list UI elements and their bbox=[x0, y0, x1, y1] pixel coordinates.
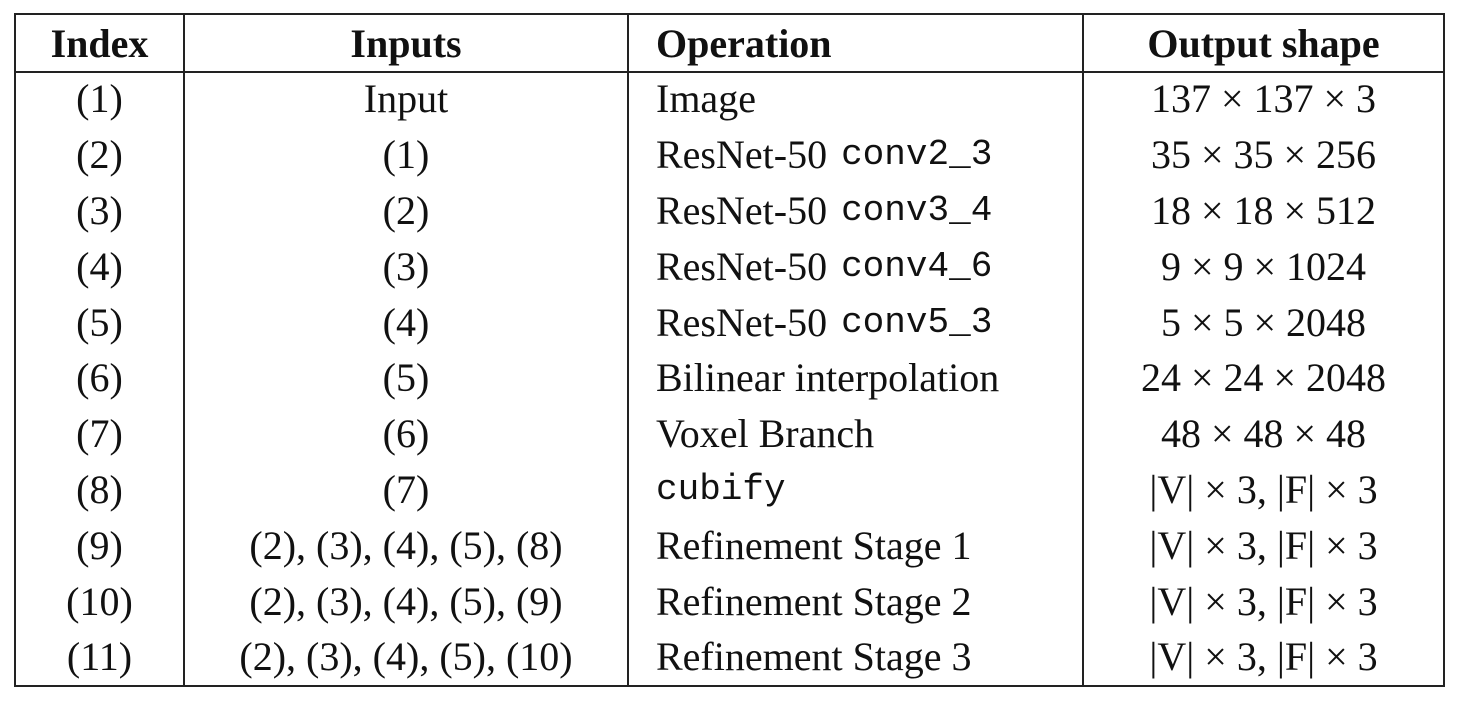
table-row: (7) (6) Voxel Branch 48 × 48 × 48 bbox=[16, 405, 1443, 462]
operation-label: ResNet-50 bbox=[656, 299, 828, 345]
table-row: (5) (4) ResNet-50 conv5_3 5 × 5 × 2048 bbox=[16, 294, 1443, 350]
cell-operation: Bilinear interpolation bbox=[629, 350, 1084, 406]
cell-index: (3) bbox=[16, 182, 185, 239]
operation-label: ResNet-50 bbox=[656, 243, 828, 289]
operation-code: conv2_3 bbox=[841, 134, 993, 176]
cell-index: (6) bbox=[16, 350, 185, 406]
cell-output-shape: |V| × 3, |F| × 3 bbox=[1149, 634, 1378, 680]
header-operation: Operation bbox=[629, 15, 1084, 71]
cell-output-shape: |V| × 3, |F| × 3 bbox=[1149, 578, 1378, 624]
operation-label: Refinement Stage 3 bbox=[656, 634, 972, 680]
cell-inputs: (7) bbox=[185, 461, 629, 518]
table-row: (11) (2), (3), (4), (5), (10) Refinement S… bbox=[16, 629, 1443, 685]
cell-operation: ResNet-50 conv2_3 bbox=[629, 126, 1084, 183]
header-inputs: Inputs bbox=[185, 15, 629, 71]
cell-operation: Refinement Stage 3 bbox=[629, 629, 1084, 685]
cell-operation: Voxel Branch bbox=[629, 405, 1084, 462]
operation-label: Voxel Branch bbox=[656, 411, 875, 457]
table-row: (9) (2), (3), (4), (5), (8) Refinement Sta… bbox=[16, 517, 1443, 574]
operation-code: cubify bbox=[656, 468, 786, 510]
cell-operation: Refinement Stage 2 bbox=[629, 573, 1084, 629]
cell-inputs: (4) bbox=[185, 294, 629, 350]
table-row: (1) Input Image 137 × 137 × 3 bbox=[16, 71, 1443, 127]
cell-inputs: Input bbox=[185, 71, 629, 127]
cell-output-shape: 48 × 48 × 48 bbox=[1160, 411, 1367, 457]
cell-output-shape: 18 × 18 × 512 bbox=[1150, 187, 1377, 233]
cell-inputs: (2), (3), (4), (5), (9) bbox=[185, 573, 629, 629]
cell-inputs: (2) bbox=[185, 182, 629, 239]
cell-output-shape: 137 × 137 × 3 bbox=[1150, 76, 1377, 122]
operation-label: ResNet-50 bbox=[656, 187, 828, 233]
table-header-row: Index Inputs Operation Output shape bbox=[16, 15, 1443, 73]
operation-label: Refinement Stage 1 bbox=[656, 522, 972, 568]
cell-output-shape: |V| × 3, |F| × 3 bbox=[1149, 522, 1378, 568]
table-row: (2) (1) ResNet-50 conv2_3 35 × 35 × 256 bbox=[16, 126, 1443, 183]
cell-operation: ResNet-50 conv3_4 bbox=[629, 182, 1084, 239]
cell-inputs: (1) bbox=[185, 126, 629, 183]
cell-operation: ResNet-50 conv5_3 bbox=[629, 294, 1084, 350]
cell-index: (2) bbox=[16, 126, 185, 183]
cell-operation: ResNet-50 conv4_6 bbox=[629, 238, 1084, 295]
table-row: (6) (5) Bilinear interpolation 24 × 24 × 20… bbox=[16, 350, 1443, 406]
table-row: (8) (7) cubify |V| × 3, |F| × 3 bbox=[16, 461, 1443, 518]
cell-index: (11) bbox=[16, 629, 185, 685]
header-index: Index bbox=[16, 15, 185, 71]
cell-index: (5) bbox=[16, 294, 185, 350]
cell-index: (10) bbox=[16, 573, 185, 629]
operation-label: Refinement Stage 2 bbox=[656, 578, 972, 624]
header-output-shape: Output shape bbox=[1147, 20, 1380, 66]
cell-inputs: (5) bbox=[185, 350, 629, 406]
table-row: (3) (2) ResNet-50 conv3_4 18 × 18 × 512 bbox=[16, 182, 1443, 239]
cell-output-shape: 35 × 35 × 256 bbox=[1150, 132, 1377, 178]
cell-operation: Refinement Stage 1 bbox=[629, 517, 1084, 574]
operation-code: conv4_6 bbox=[841, 245, 993, 287]
cell-index: (9) bbox=[16, 517, 185, 574]
cell-inputs: (3) bbox=[185, 238, 629, 295]
operation-label: Image bbox=[656, 76, 756, 122]
operation-label: Bilinear interpolation bbox=[656, 355, 1000, 401]
cell-output-shape: |V| × 3, |F| × 3 bbox=[1149, 466, 1378, 512]
cell-inputs: (2), (3), (4), (5), (10) bbox=[185, 629, 629, 685]
cell-inputs: (2), (3), (4), (5), (8) bbox=[185, 517, 629, 574]
cell-index: (8) bbox=[16, 461, 185, 518]
architecture-table: Index Inputs Operation Output shape (1) I… bbox=[14, 13, 1445, 687]
operation-label: ResNet-50 bbox=[656, 132, 828, 178]
cell-index: (4) bbox=[16, 238, 185, 295]
operation-code: conv5_3 bbox=[841, 301, 993, 343]
cell-operation: cubify bbox=[629, 461, 1084, 518]
table-row: (4) (3) ResNet-50 conv4_6 9 × 9 × 1024 bbox=[16, 238, 1443, 295]
cell-inputs: (6) bbox=[185, 405, 629, 462]
cell-output-shape: 24 × 24 × 2048 bbox=[1140, 355, 1387, 401]
cell-operation: Image bbox=[629, 71, 1084, 127]
operation-code: conv3_4 bbox=[841, 189, 993, 231]
cell-output-shape: 5 × 5 × 2048 bbox=[1160, 299, 1367, 345]
cell-output-shape: 9 × 9 × 1024 bbox=[1160, 243, 1367, 289]
cell-index: (1) bbox=[16, 71, 185, 127]
cell-index: (7) bbox=[16, 405, 185, 462]
table-row: (10) (2), (3), (4), (5), (9) Refinement St… bbox=[16, 573, 1443, 629]
